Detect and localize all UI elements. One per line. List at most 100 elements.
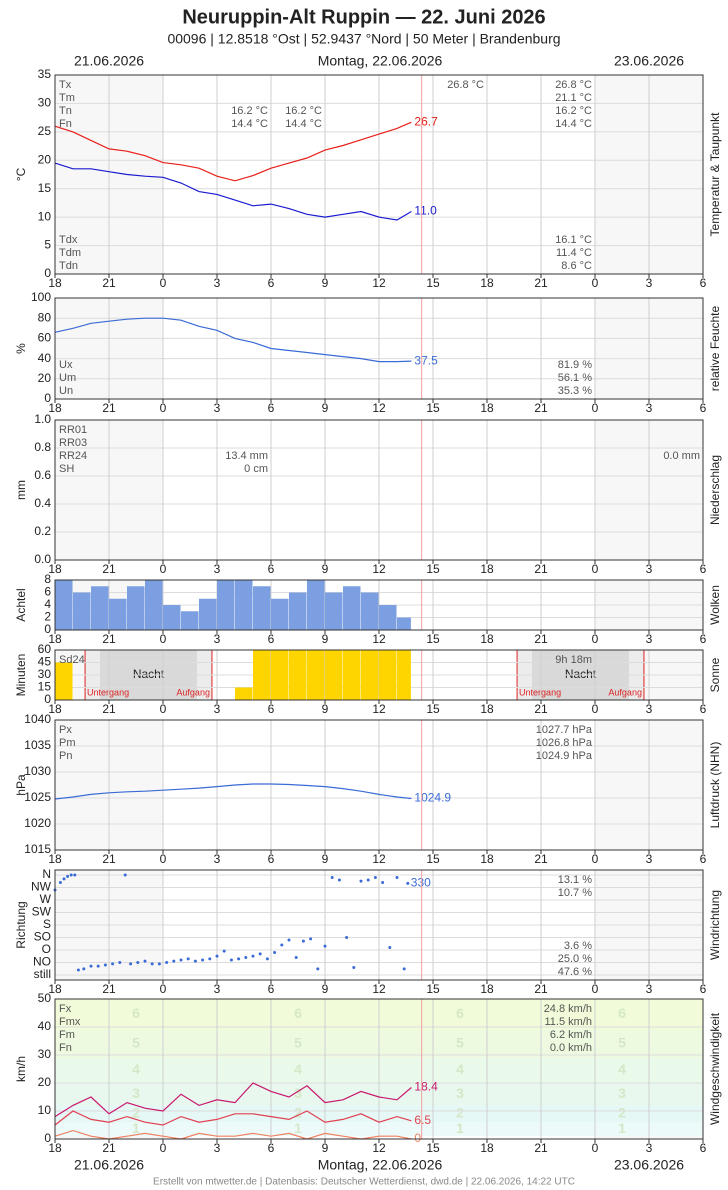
stat-value: 35.3 % [558, 385, 592, 397]
stat-value: 81.9 % [558, 359, 592, 371]
stat-label: RR01 [59, 424, 87, 436]
bar [343, 650, 361, 700]
x-tick-label: 6 [700, 401, 707, 415]
bar [235, 687, 253, 700]
bar [343, 586, 361, 630]
beaufort-label: 5 [456, 1035, 464, 1051]
beaufort-label: 3 [618, 1085, 626, 1101]
night-label: Nacht [565, 667, 597, 681]
end-label: 0 [414, 1131, 421, 1145]
point [337, 878, 341, 882]
y-tick-label: 8 [44, 572, 51, 586]
stat-label: Px [59, 724, 72, 736]
y-axis-label: km/h [14, 1056, 28, 1082]
stat-value: 9h 18m [555, 654, 592, 666]
x-tick-label: 12 [372, 401, 386, 415]
stat-label: Tx [59, 79, 72, 91]
x-tick-label: 18 [480, 401, 494, 415]
x-tick-label: 21 [534, 852, 548, 866]
point [103, 963, 107, 967]
bar [217, 580, 235, 630]
beaufort-label: 5 [132, 1035, 140, 1051]
y-tick-label: NO [33, 955, 51, 969]
date-label: 21.06.2026 [74, 1157, 144, 1173]
y-tick-label: 20 [38, 371, 52, 385]
point [222, 949, 226, 953]
end-label: 11.0 [414, 204, 437, 218]
bar [397, 617, 411, 630]
x-tick-label: 3 [646, 852, 653, 866]
stat-value: 26.8 °C [555, 79, 592, 91]
x-tick-label: 6 [700, 1141, 707, 1155]
y-tick-label: 10 [38, 1103, 52, 1117]
y-tick-label: 50 [38, 991, 52, 1005]
stat-label: Tdm [59, 247, 81, 259]
sunrise-label: Aufgang [176, 687, 210, 697]
x-tick-label: 12 [372, 702, 386, 716]
y-tick-label: 0 [44, 622, 51, 636]
x-tick-label: 6 [268, 276, 275, 290]
x-tick-label: 3 [214, 852, 221, 866]
x-tick-label: 18 [480, 702, 494, 716]
x-tick-label: 9 [322, 562, 329, 576]
side-label: Temperatur & Taupunkt [708, 112, 722, 237]
point [123, 873, 127, 877]
side-label: Windrichtung [708, 890, 722, 960]
x-tick-label: 18 [48, 632, 62, 646]
stat-label: Pm [59, 737, 76, 749]
x-tick-label: 3 [646, 982, 653, 996]
x-tick-label: 18 [48, 702, 62, 716]
point [172, 959, 176, 963]
x-tick-label: 3 [646, 702, 653, 716]
stat-label: SH [59, 463, 74, 475]
x-tick-label: 12 [372, 982, 386, 996]
y-axis-label: Achtel [14, 588, 28, 621]
x-tick-label: 9 [322, 702, 329, 716]
x-tick-label: 9 [322, 852, 329, 866]
beaufort-label: 6 [456, 1005, 464, 1021]
point [402, 967, 406, 971]
x-tick-label: 3 [214, 562, 221, 576]
point [265, 957, 269, 961]
point [352, 966, 356, 969]
stat-value: 1026.8 hPa [536, 737, 593, 749]
stat-label: Ux [59, 359, 73, 371]
beaufort-label: 2 [456, 1105, 464, 1121]
x-tick-label: 0 [160, 276, 167, 290]
stat-value: 16.2 °C [555, 105, 592, 117]
point [373, 876, 377, 879]
y-tick-label: 1015 [24, 842, 51, 856]
point [280, 943, 284, 947]
x-tick-label: 0 [592, 401, 599, 415]
x-tick-label: 6 [268, 1141, 275, 1155]
y-tick-label: S [43, 917, 51, 931]
plot-border [54, 998, 704, 1140]
stat-value: 14.4 °C [285, 118, 322, 130]
y-tick-label: 30 [38, 96, 52, 110]
beaufort-label: 2 [294, 1105, 302, 1121]
beaufort-label: 1 [618, 1120, 626, 1136]
stat-value: 13.1 % [558, 874, 592, 886]
stat-value: 14.4 °C [231, 118, 268, 130]
y-tick-label: 0 [44, 391, 51, 405]
stat-value: 1027.7 hPa [536, 724, 593, 736]
y-axis-label: mm [14, 480, 28, 500]
x-tick-label: 3 [646, 632, 653, 646]
point [395, 876, 399, 879]
x-tick-label: 6 [268, 562, 275, 576]
y-tick-label: 45 [38, 655, 52, 669]
x-tick-label: 3 [214, 401, 221, 415]
stat-value: 16.1 °C [555, 234, 592, 246]
x-tick-label: 9 [322, 276, 329, 290]
stat-value: 0.0 km/h [550, 1042, 592, 1054]
plot-border [54, 869, 704, 981]
x-tick-label: 15 [426, 1141, 440, 1155]
beaufort-label: 2 [618, 1105, 626, 1121]
stat-label: Fm [59, 1029, 75, 1041]
x-tick-label: 15 [426, 852, 440, 866]
stat-label: Fmx [59, 1016, 81, 1028]
x-tick-label: 15 [426, 276, 440, 290]
x-tick-label: 6 [700, 852, 707, 866]
bar [235, 580, 253, 630]
stat-value: 47.6 % [558, 966, 592, 978]
